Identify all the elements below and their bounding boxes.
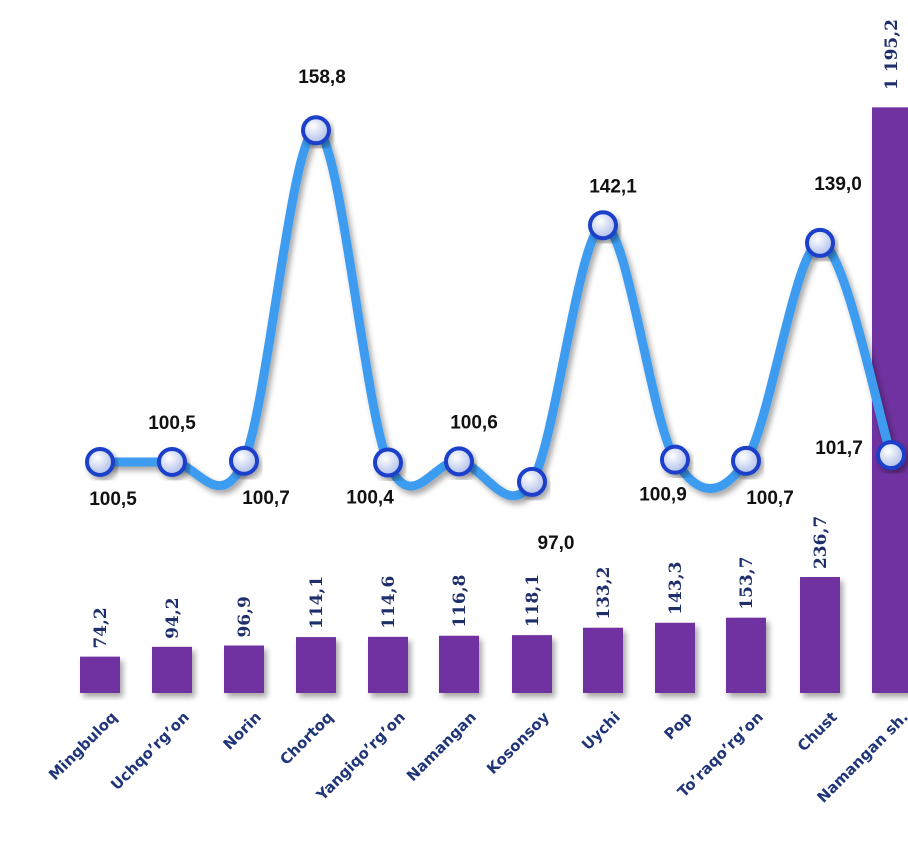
line-marker <box>373 447 403 478</box>
bar <box>296 637 336 693</box>
line-value-label: 100,5 <box>148 413 196 434</box>
bar-value-label: 143,3 <box>666 562 686 615</box>
x-tick-label: Uychi <box>578 708 624 754</box>
line-value-label: 142,1 <box>589 176 637 197</box>
line-value-label: 158,8 <box>298 67 346 88</box>
line-marker <box>588 210 618 241</box>
bar-value-label: 94,2 <box>163 597 183 638</box>
line-marker <box>85 446 115 477</box>
bar <box>152 646 192 693</box>
line-marker <box>229 445 259 476</box>
x-tick-label: Pop <box>660 708 696 744</box>
x-tick-label: Kosonsoy <box>483 708 553 778</box>
bar-value-label: 153,7 <box>737 556 757 609</box>
line-marker <box>301 115 331 146</box>
line-value-label: 97,0 <box>538 533 575 554</box>
bar <box>583 627 623 693</box>
line-value-label: 100,7 <box>746 488 794 509</box>
line-value-label: 100,6 <box>450 412 498 433</box>
line-marker <box>157 446 187 477</box>
line <box>95 125 896 501</box>
x-tick-label: Chortoq <box>276 708 337 769</box>
bar <box>512 635 552 693</box>
bar <box>224 645 264 693</box>
x-tick-label: Chust <box>794 708 841 755</box>
line-value-label: 100,4 <box>346 488 394 509</box>
line-value-label: 101,7 <box>815 438 863 459</box>
bar-value-label: 74,2 <box>91 607 111 648</box>
line-value-label: 100,7 <box>242 488 290 509</box>
line-marker <box>731 445 761 476</box>
bar <box>655 622 695 693</box>
line-marker <box>444 446 474 477</box>
line-value-label: 139,0 <box>814 174 862 195</box>
bar-value-label: 1 195,2 <box>882 19 902 90</box>
bar-value-label: 96,9 <box>235 596 255 637</box>
line-value-label: 100,5 <box>89 489 137 510</box>
bar <box>800 577 840 693</box>
line-marker <box>805 227 835 258</box>
bar-value-label: 236,7 <box>811 516 831 569</box>
line-marker <box>517 466 547 497</box>
line-marker <box>876 440 906 471</box>
line-value-label: 100,9 <box>639 485 687 506</box>
bar <box>439 635 479 693</box>
bar-value-label: 114,1 <box>307 576 327 629</box>
bar-value-label: 118,1 <box>523 574 543 627</box>
x-tick-label: Namangan <box>403 708 480 785</box>
bar <box>368 636 408 693</box>
bar-value-label: 133,2 <box>594 566 614 619</box>
x-tick-label: Norin <box>220 708 265 753</box>
bar <box>726 617 766 693</box>
bar-value-label: 116,8 <box>450 575 470 628</box>
bar-value-label: 114,6 <box>379 576 399 629</box>
bar <box>80 656 120 693</box>
x-tick-label: Mingbuloq <box>45 708 121 784</box>
line-marker <box>660 444 690 475</box>
